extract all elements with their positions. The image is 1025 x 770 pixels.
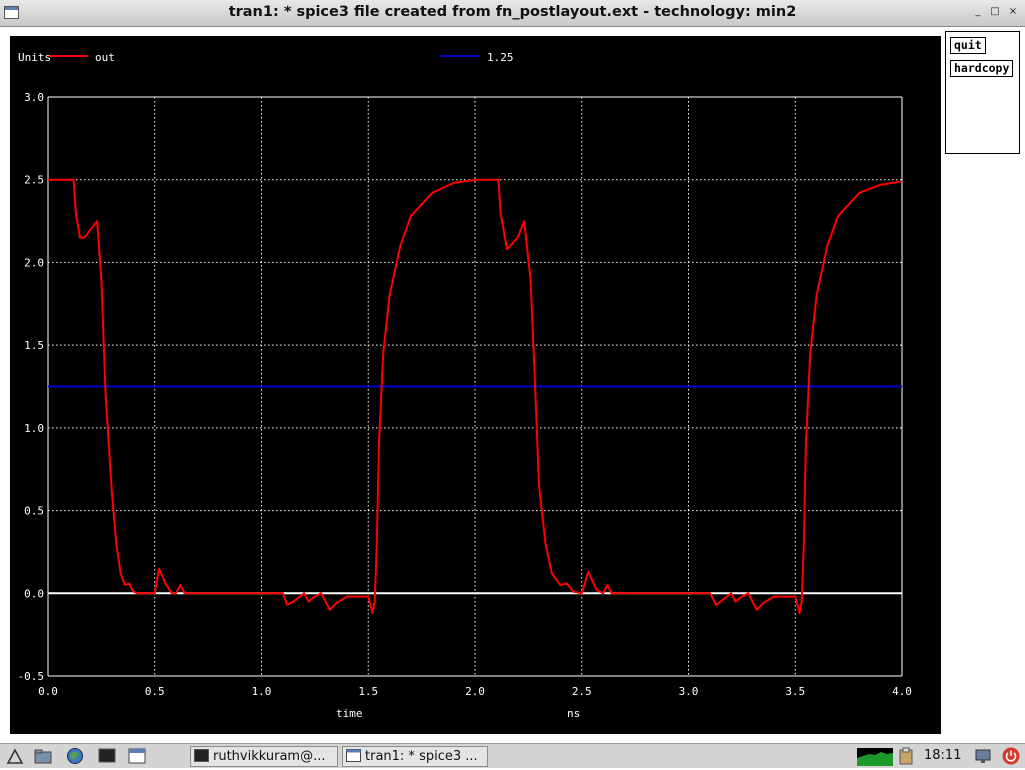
y-tick-label: 3.0 xyxy=(24,91,44,104)
x-tick-label: 1.0 xyxy=(252,685,272,698)
globe-icon[interactable] xyxy=(66,747,84,765)
x-tick-label: 4.0 xyxy=(892,685,912,698)
close-icon[interactable]: × xyxy=(1008,6,1018,17)
legend: Units out 1.25 xyxy=(18,51,514,64)
taskbar-task-label: ruthvikkuram@... xyxy=(213,749,326,764)
series-line-out xyxy=(48,178,903,615)
y-tick-label: -0.5 xyxy=(18,670,45,683)
units-label: Units xyxy=(18,51,51,64)
series-layer xyxy=(48,178,903,615)
folder-icon[interactable] xyxy=(34,747,52,765)
minimize-icon[interactable]: _ xyxy=(975,6,981,17)
command-panel: quit hardcopy xyxy=(945,31,1020,154)
clock: 18:11 xyxy=(924,748,962,763)
window-icon xyxy=(346,749,361,762)
x-axis-label: time xyxy=(336,707,363,720)
menu-icon[interactable] xyxy=(6,747,24,765)
window-title: tran1: * spice3 file created from fn_pos… xyxy=(228,4,797,20)
y-tick-label: 1.5 xyxy=(24,339,44,352)
cpu-monitor xyxy=(857,748,893,766)
y-tick-label: 0.0 xyxy=(24,587,44,600)
window-icon[interactable] xyxy=(4,6,19,19)
x-tick-label: 2.0 xyxy=(465,685,485,698)
maximize-icon[interactable]: □ xyxy=(990,6,1000,17)
window-title-bar: tran1: * spice3 file created from fn_pos… xyxy=(0,0,1025,27)
power-icon[interactable] xyxy=(1002,747,1020,765)
quit-button[interactable]: quit xyxy=(950,37,986,54)
terminal-icon xyxy=(194,749,209,762)
x-tick-label: 0.0 xyxy=(38,685,58,698)
plot-svg: 0.0 0.5 1.0 1.5 2.0 2.5 3.0 3.5 4.0 -0.5 0.0 0.5 1.0… xyxy=(18,51,912,720)
x-tick-label: 3.5 xyxy=(785,685,805,698)
taskbar: ruthvikkuram@... tran1: * spice3 ... 18:… xyxy=(0,743,1025,768)
tick-label-layer: 0.0 0.5 1.0 1.5 2.0 2.5 3.0 3.5 4.0 -0.5 0.0 0.5 1.0… xyxy=(18,91,912,698)
x-axis-units: ns xyxy=(567,707,580,720)
terminal-icon[interactable] xyxy=(98,747,116,765)
legend-out-label: out xyxy=(95,51,115,64)
x-tick-label: 3.0 xyxy=(679,685,699,698)
plot-canvas: 0.0 0.5 1.0 1.5 2.0 2.5 3.0 3.5 4.0 -0.5 0.0 0.5 1.0… xyxy=(10,36,941,734)
y-tick-label: 2.5 xyxy=(24,174,44,187)
x-tick-label: 0.5 xyxy=(145,685,165,698)
clipboard-icon[interactable] xyxy=(897,747,915,765)
display-icon[interactable] xyxy=(974,747,992,765)
x-tick-label: 2.5 xyxy=(572,685,592,698)
y-tick-label: 1.0 xyxy=(24,422,44,435)
hardcopy-button[interactable]: hardcopy xyxy=(950,60,1014,77)
y-tick-label: 0.5 xyxy=(24,505,44,518)
taskbar-task-label: tran1: * spice3 ... xyxy=(365,749,478,764)
window-list-icon[interactable] xyxy=(128,747,146,765)
x-tick-label: 1.5 xyxy=(358,685,378,698)
legend-ref-label: 1.25 xyxy=(487,51,514,64)
y-tick-label: 2.0 xyxy=(24,256,44,269)
taskbar-task-plot[interactable]: tran1: * spice3 ... xyxy=(342,746,488,767)
taskbar-task-terminal[interactable]: ruthvikkuram@... xyxy=(190,746,338,767)
